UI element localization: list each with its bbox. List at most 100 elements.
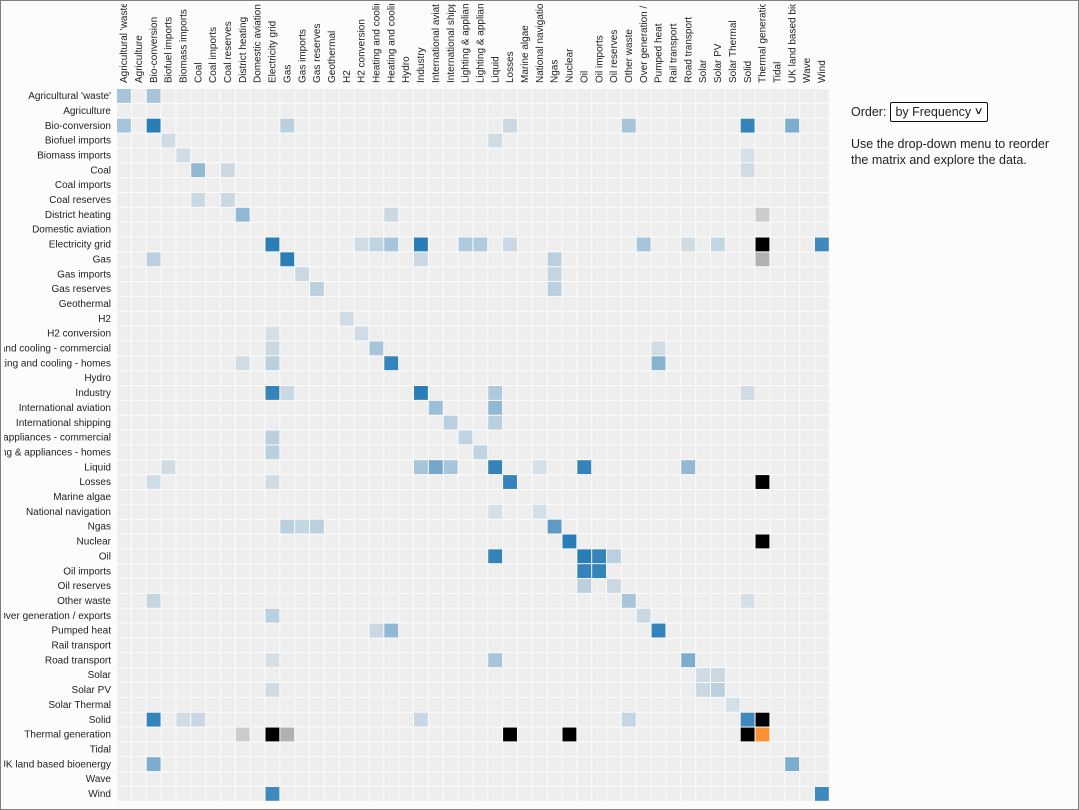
matrix-cell-filled[interactable] [473, 445, 488, 460]
matrix-cell-filled[interactable] [562, 534, 577, 549]
matrix-cell-filled[interactable] [681, 653, 696, 668]
matrix-cell-filled[interactable] [458, 237, 473, 252]
matrix-cell-filled[interactable] [532, 504, 547, 519]
matrix-cell-filled[interactable] [146, 475, 161, 489]
matrix-cell-filled[interactable] [651, 356, 666, 371]
matrix-cell-filled[interactable] [785, 118, 800, 133]
matrix-cell-filled[interactable] [369, 623, 384, 638]
matrix-cell-filled[interactable] [592, 564, 607, 579]
matrix-cell-filled[interactable] [414, 712, 428, 727]
matrix-cell-filled[interactable] [339, 311, 354, 326]
matrix-cell-filled[interactable] [740, 163, 755, 178]
matrix-cell-filled[interactable] [755, 237, 770, 252]
matrix-cell-filled[interactable] [161, 133, 176, 148]
matrix-cell-filled[interactable] [265, 341, 280, 356]
matrix-cell-filled[interactable] [488, 653, 503, 668]
matrix-cell-filled[interactable] [711, 237, 725, 252]
matrix-cell-filled[interactable] [235, 207, 250, 222]
matrix-cell-filled[interactable] [265, 608, 280, 623]
matrix-cell-filled[interactable] [755, 712, 770, 727]
matrix-cell-filled[interactable] [265, 475, 280, 489]
matrix-cell-filled[interactable] [280, 727, 295, 742]
matrix-cell-filled[interactable] [503, 118, 517, 133]
matrix-cell-filled[interactable] [428, 400, 443, 415]
matrix-cell-filled[interactable] [280, 519, 295, 534]
matrix-cell-filled[interactable] [711, 683, 725, 697]
matrix-cell-filled[interactable] [740, 386, 755, 400]
matrix-cell-filled[interactable] [488, 504, 503, 519]
matrix-cell-filled[interactable] [621, 118, 636, 133]
matrix-cell-filled[interactable] [755, 475, 770, 489]
matrix-cell-filled[interactable] [354, 237, 369, 252]
matrix-cell-filled[interactable] [473, 237, 488, 252]
matrix-cell-filled[interactable] [414, 386, 428, 400]
matrix-cell-filled[interactable] [592, 549, 607, 564]
matrix-cell-filled[interactable] [384, 356, 399, 371]
matrix-cell-filled[interactable] [636, 608, 651, 623]
matrix-cell-filled[interactable] [161, 460, 176, 475]
matrix-cell-filled[interactable] [607, 579, 621, 593]
matrix-cell-filled[interactable] [740, 148, 755, 163]
matrix-cell-filled[interactable] [740, 727, 755, 742]
matrix-cell-filled[interactable] [280, 386, 295, 400]
matrix-cell-filled[interactable] [265, 430, 280, 445]
matrix-cell-filled[interactable] [265, 445, 280, 460]
matrix-cell-filled[interactable] [488, 386, 503, 400]
matrix-cell-filled[interactable] [755, 534, 770, 549]
matrix-cell-filled[interactable] [740, 712, 755, 727]
matrix-cell-filled[interactable] [146, 118, 161, 133]
matrix-cell-filled[interactable] [428, 460, 443, 475]
order-dropdown[interactable]: by Frequency ∨ [890, 102, 988, 122]
matrix-cell-filled[interactable] [696, 683, 710, 697]
matrix-cell-filled[interactable] [265, 237, 280, 252]
matrix-cell-filled[interactable] [265, 653, 280, 668]
matrix-cell-filled[interactable] [651, 623, 666, 638]
matrix-cell-filled[interactable] [265, 326, 280, 341]
matrix-cell-filled[interactable] [176, 148, 191, 163]
matrix-cell-filled[interactable] [295, 519, 310, 534]
matrix-cell-filled[interactable] [814, 237, 829, 252]
matrix-cell-filled[interactable] [577, 549, 592, 564]
matrix-cell-filled[interactable] [146, 712, 161, 727]
matrix-cell-filled[interactable] [488, 549, 503, 564]
matrix-cell-filled[interactable] [220, 192, 235, 207]
matrix-cell-filled[interactable] [755, 727, 770, 742]
matrix-cell-filled[interactable] [503, 237, 517, 252]
matrix-cell-filled[interactable] [547, 519, 562, 534]
matrix-cell-filled[interactable] [443, 460, 458, 475]
matrix-cell-filled[interactable] [814, 786, 829, 801]
matrix-cell-filled[interactable] [384, 237, 399, 252]
matrix-cell-filled[interactable] [651, 341, 666, 356]
matrix-cell-filled[interactable] [295, 267, 310, 282]
matrix-cell-filled[interactable] [191, 712, 206, 727]
matrix-cell-filled[interactable] [384, 207, 399, 222]
matrix-cell-filled[interactable] [681, 460, 696, 475]
matrix-cell-filled[interactable] [146, 593, 161, 608]
matrix-cell-filled[interactable] [488, 133, 503, 148]
matrix-cell-filled[interactable] [681, 237, 696, 252]
matrix-cell-filled[interactable] [488, 400, 503, 415]
matrix-cell-filled[interactable] [755, 207, 770, 222]
matrix-cell-filled[interactable] [621, 593, 636, 608]
matrix-cell-filled[interactable] [636, 237, 651, 252]
matrix-cell-filled[interactable] [577, 460, 592, 475]
matrix-cell-filled[interactable] [146, 252, 161, 267]
matrix-cell-filled[interactable] [265, 683, 280, 697]
matrix-cell-filled[interactable] [414, 460, 428, 475]
matrix-cell-filled[interactable] [265, 727, 280, 742]
matrix-cell-filled[interactable] [369, 341, 384, 356]
matrix-cell-filled[interactable] [443, 415, 458, 430]
matrix-cell-filled[interactable] [280, 118, 295, 133]
matrix-cell-filled[interactable] [547, 252, 562, 267]
matrix-cell-filled[interactable] [458, 430, 473, 445]
matrix-cell-filled[interactable] [607, 549, 621, 564]
matrix-cell-filled[interactable] [265, 386, 280, 400]
matrix-cell-filled[interactable] [117, 89, 131, 103]
matrix-cell-filled[interactable] [384, 623, 399, 638]
matrix-cell-filled[interactable] [191, 192, 206, 207]
matrix-cell-filled[interactable] [740, 118, 755, 133]
matrix-cell-filled[interactable] [740, 593, 755, 608]
matrix-cell-filled[interactable] [562, 727, 577, 742]
matrix-cell-filled[interactable] [755, 252, 770, 267]
matrix-cell-filled[interactable] [488, 415, 503, 430]
